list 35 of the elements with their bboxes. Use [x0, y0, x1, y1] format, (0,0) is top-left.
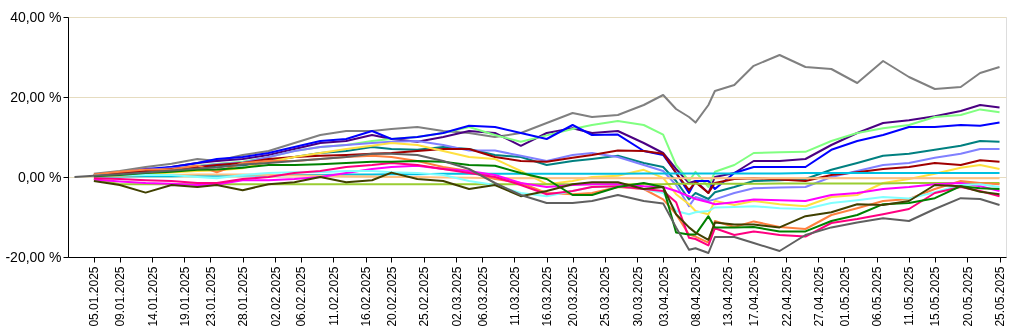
x-tick-label: 11.02.2025	[326, 266, 341, 326]
x-tick-label: 15.05.2025	[928, 266, 943, 327]
x-tick-label: 02.03.2025	[449, 266, 464, 327]
y-tick-label: 20,00 %	[10, 88, 62, 105]
x-tick-label: 06.03.2025	[475, 266, 490, 327]
x-tick-label: 28.01.2025	[236, 266, 251, 327]
x-tick-label: 05.01.2025	[87, 266, 102, 327]
x-tick-label: 02.02.2025	[268, 266, 283, 327]
x-tick-label: 22.04.2025	[779, 266, 794, 327]
x-tick-label: 20.03.2025	[566, 266, 581, 327]
x-tick-label: 06.05.2025	[870, 266, 885, 327]
x-tick-label: 20.02.2025	[384, 266, 399, 327]
x-tick-label: 25.02.2025	[417, 266, 432, 327]
x-tick-label: 11.05.2025	[902, 266, 917, 326]
x-tick-label: 27.04.2025	[811, 266, 826, 327]
x-tick-label: 20.05.2025	[960, 266, 975, 327]
x-tick-label: 09.01.2025	[113, 266, 128, 327]
x-tick-label: 01.05.2025	[837, 266, 852, 327]
y-tick-label: 40,00 %	[10, 8, 62, 25]
x-tick-label: 30.03.2025	[630, 266, 645, 327]
x-tick-label: 11.03.2025	[507, 266, 522, 326]
x-tick-label: 25.03.2025	[598, 266, 613, 327]
x-tick-label: 23.01.2025	[203, 266, 218, 327]
x-tick-label: 25.05.2025	[993, 266, 1008, 327]
x-tick-label: 06.02.2025	[294, 266, 309, 327]
x-tick-label: 03.04.2025	[656, 266, 671, 327]
x-tick-label: 19.01.2025	[177, 266, 192, 327]
x-tick-label: 16.02.2025	[359, 266, 374, 327]
x-tick-label: 14.01.2025	[145, 266, 160, 327]
x-tick-label: 08.04.2025	[688, 266, 703, 327]
x-tick-label: 16.03.2025	[540, 266, 555, 327]
x-tick-label: 13.04.2025	[721, 266, 736, 327]
x-tick-label: 17.04.2025	[747, 266, 762, 327]
y-tick-label: 0,00 %	[17, 168, 62, 185]
y-tick-label: -20,00 %	[5, 248, 62, 265]
